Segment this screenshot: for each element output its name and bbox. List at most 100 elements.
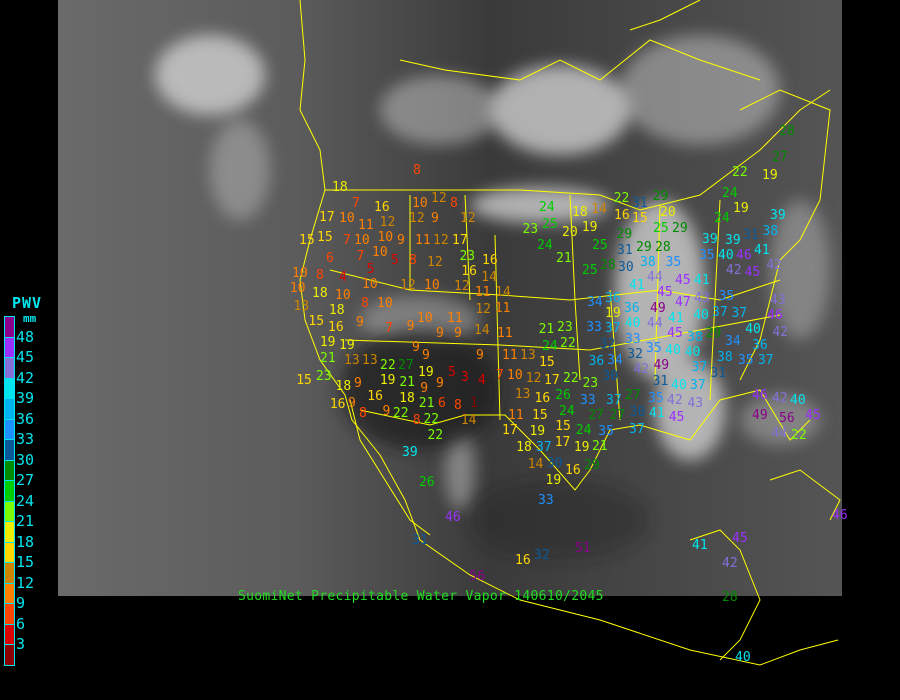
station-pwv-reading: 29 <box>584 457 600 473</box>
legend-swatch <box>4 418 15 440</box>
station-pwv-reading: 19 <box>762 167 778 183</box>
station-pwv-reading: 24 <box>539 199 555 215</box>
station-pwv-reading: 56 <box>469 569 486 585</box>
station-pwv-reading: 49 <box>653 358 670 374</box>
legend-label: 15 <box>16 553 35 571</box>
station-pwv-reading: 10 <box>372 245 388 261</box>
legend-label: 12 <box>16 573 35 592</box>
station-pwv-reading: 8 <box>450 195 458 211</box>
station-pwv-reading: 22 <box>560 335 576 351</box>
station-pwv-reading: 14 <box>591 202 607 218</box>
station-pwv-reading: 23 <box>582 376 599 391</box>
station-pwv-reading: 16 <box>534 391 551 407</box>
station-pwv-reading: 18 <box>328 302 345 318</box>
station-pwv-reading: 14 <box>481 269 497 285</box>
station-pwv-reading: 9 <box>348 395 356 411</box>
legend-label: 3 <box>16 635 26 653</box>
station-pwv-reading: 35 <box>718 289 735 305</box>
station-pwv-reading: 24 <box>714 210 730 226</box>
legend-label: 39 <box>16 389 35 407</box>
station-pwv-reading: 49 <box>752 407 768 423</box>
station-pwv-reading: 7 <box>496 367 504 383</box>
station-pwv-reading: 27 <box>588 407 604 423</box>
station-pwv-reading: 28 <box>779 123 795 139</box>
station-pwv-reading: 42 <box>667 392 683 408</box>
station-pwv-reading: 11 <box>474 284 491 300</box>
station-pwv-reading: 15 <box>555 419 571 435</box>
station-pwv-reading: 46 <box>752 387 768 403</box>
station-pwv-reading: 16 <box>614 207 630 223</box>
station-pwv-reading: 12 <box>431 190 447 206</box>
station-pwv-reading: 10 <box>339 210 355 226</box>
station-pwv-reading: 8 <box>412 413 421 429</box>
station-pwv-reading: 11 <box>502 347 518 363</box>
station-pwv-reading: 26 <box>419 474 435 490</box>
station-pwv-reading: 30 <box>618 259 634 275</box>
station-pwv-reading: 42 <box>766 257 782 273</box>
station-pwv-reading: 23 <box>459 248 476 264</box>
station-pwv-reading: 11 <box>447 310 463 326</box>
station-pwv-reading: 7 <box>343 232 351 248</box>
station-pwv-reading: 9 <box>354 375 362 391</box>
station-pwv-reading: 56 <box>779 410 795 426</box>
station-pwv-reading: 29 <box>616 227 633 243</box>
station-pwv-reading: 30 <box>602 368 619 384</box>
station-pwv-reading: 46 <box>832 507 848 523</box>
station-pwv-reading: 40 <box>718 247 734 263</box>
station-pwv-reading: 43 <box>694 290 710 306</box>
station-pwv-reading: 8 <box>359 405 367 421</box>
station-pwv-reading: 45 <box>732 530 748 546</box>
station-pwv-reading: 24 <box>722 185 738 201</box>
legend-label: 48 <box>16 327 35 346</box>
station-pwv-reading: 37 <box>712 304 728 320</box>
station-pwv-reading: 45 <box>744 264 761 280</box>
station-pwv-reading: 3 <box>461 369 469 385</box>
station-pwv-reading: 22 <box>563 370 579 386</box>
legend-label: 45 <box>16 348 35 366</box>
station-pwv-reading: 8 <box>361 295 369 311</box>
station-pwv-reading: 17 <box>544 372 560 388</box>
station-pwv-reading: 6 <box>438 395 446 411</box>
station-pwv-reading: 17 <box>502 422 518 438</box>
legend-title: PWV <box>12 294 43 312</box>
station-pwv-reading: 31 <box>743 227 759 243</box>
station-pwv-reading: 43 <box>687 395 704 411</box>
station-pwv-reading: 25 <box>653 220 669 236</box>
station-pwv-reading: 35 <box>646 340 662 356</box>
legend-label: 21 <box>16 512 35 530</box>
legend-label: 42 <box>16 368 35 387</box>
station-pwv-reading: 33 <box>586 319 602 335</box>
station-pwv-reading: 27 <box>609 408 626 423</box>
station-pwv-reading: 42 <box>722 555 738 571</box>
station-pwv-reading: 45 <box>675 272 691 288</box>
station-pwv-reading: 12 <box>454 279 470 295</box>
station-pwv-reading: 27 <box>398 357 414 373</box>
station-pwv-reading: 40 <box>790 392 806 408</box>
station-pwv-reading: 8 <box>409 252 417 268</box>
station-pwv-reading: 35 <box>648 390 664 406</box>
station-pwv-reading: 11 <box>415 232 431 248</box>
legend-swatch <box>4 377 15 399</box>
station-pwv-reading: 37 <box>604 320 621 336</box>
station-pwv-reading: 6 <box>326 250 334 266</box>
station-pwv-reading: 37 <box>691 359 708 375</box>
station-pwv-reading: 14 <box>474 322 490 338</box>
legend-label: 9 <box>16 594 26 612</box>
station-pwv-reading: 10 <box>335 287 351 303</box>
station-pwv-reading: 24 <box>542 339 558 355</box>
station-pwv-reading: 45 <box>667 325 683 341</box>
station-pwv-reading: 15 <box>308 313 325 329</box>
station-pwv-reading: 15 <box>532 407 548 423</box>
station-pwv-reading: 45 <box>805 407 821 423</box>
station-pwv-reading: 37 <box>629 422 645 437</box>
station-pwv-reading: 11 <box>358 217 374 233</box>
station-pwv-reading: 27 <box>625 387 641 403</box>
station-pwv-reading: 36 <box>588 353 605 369</box>
station-pwv-reading: 47 <box>675 294 691 310</box>
station-pwv-reading: 38 <box>687 329 703 345</box>
station-pwv-reading: 36 <box>752 337 768 353</box>
station-pwv-reading: 37 <box>757 352 774 368</box>
map-title: SuomiNet Precipitable Water Vapor 140610… <box>238 589 604 604</box>
station-pwv-reading: 16 <box>565 462 581 478</box>
station-pwv-reading: 18 <box>572 204 588 220</box>
